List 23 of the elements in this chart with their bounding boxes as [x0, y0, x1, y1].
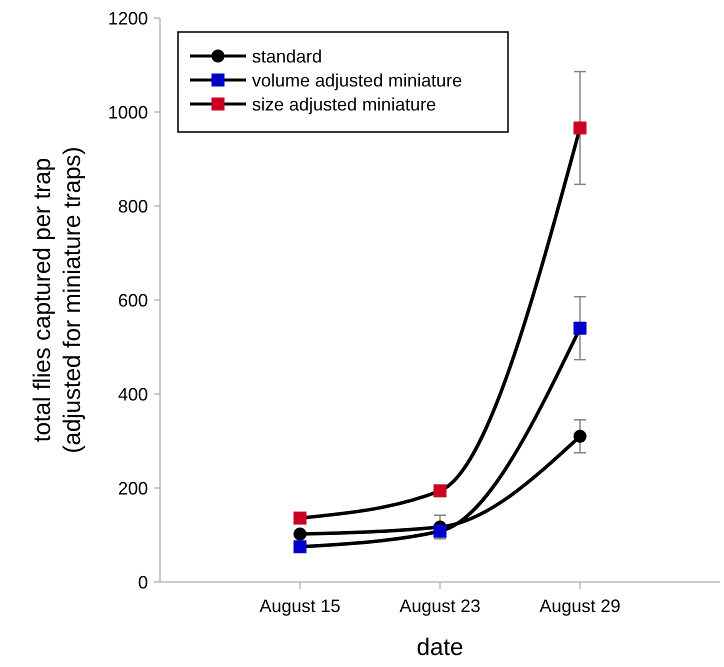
point	[434, 524, 446, 538]
x-tick-label: August 29	[539, 596, 621, 616]
y-tick-label: 600	[118, 290, 148, 310]
legend-label: volume adjusted miniature	[252, 70, 462, 90]
y-tick-label: 200	[118, 478, 148, 498]
y-axis-title: total flies captured per trap (adjusted for miniature traps)	[29, 146, 86, 454]
point	[294, 512, 306, 525]
point	[574, 430, 586, 443]
y-tick-label: 0	[138, 572, 148, 592]
point	[574, 322, 586, 335]
x-tick-label: August 15	[259, 596, 341, 616]
legend-label: standard	[252, 46, 322, 66]
legend-label: size adjusted miniature	[252, 94, 436, 114]
x-axis-title: date	[416, 634, 464, 661]
y-tick-label: 1200	[108, 8, 148, 28]
y-tick-label: 400	[118, 384, 148, 404]
point	[294, 528, 306, 541]
point	[574, 121, 586, 134]
y-tick-label: 1000	[108, 102, 148, 122]
y-tick-label: 800	[118, 196, 148, 216]
point	[294, 540, 306, 554]
point	[434, 484, 446, 498]
x-tick-label: August 23	[399, 596, 481, 616]
